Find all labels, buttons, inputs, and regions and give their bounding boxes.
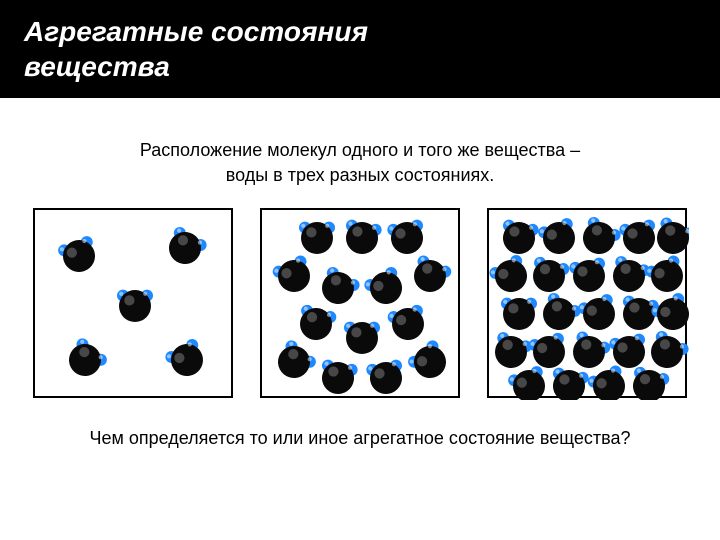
panel-solid <box>260 208 460 398</box>
molecules-liquid <box>489 210 689 400</box>
panel-gas <box>33 208 233 398</box>
slide-header: Агрегатные состояния вещества <box>0 0 720 98</box>
molecules-gas <box>35 210 235 400</box>
intro-line2: воды в трех разных состояниях. <box>40 163 680 188</box>
intro-line1: Расположение молекул одного и того же ве… <box>40 138 680 163</box>
closing-question: Чем определяется то или иное агрегатное … <box>30 428 690 449</box>
header-line1: Агрегатные состояния <box>24 14 696 49</box>
diagram-panels <box>0 208 720 398</box>
header-line2: вещества <box>24 49 696 84</box>
molecules-solid <box>262 210 462 400</box>
panel-liquid <box>487 208 687 398</box>
intro-text: Расположение молекул одного и того же ве… <box>40 138 680 188</box>
